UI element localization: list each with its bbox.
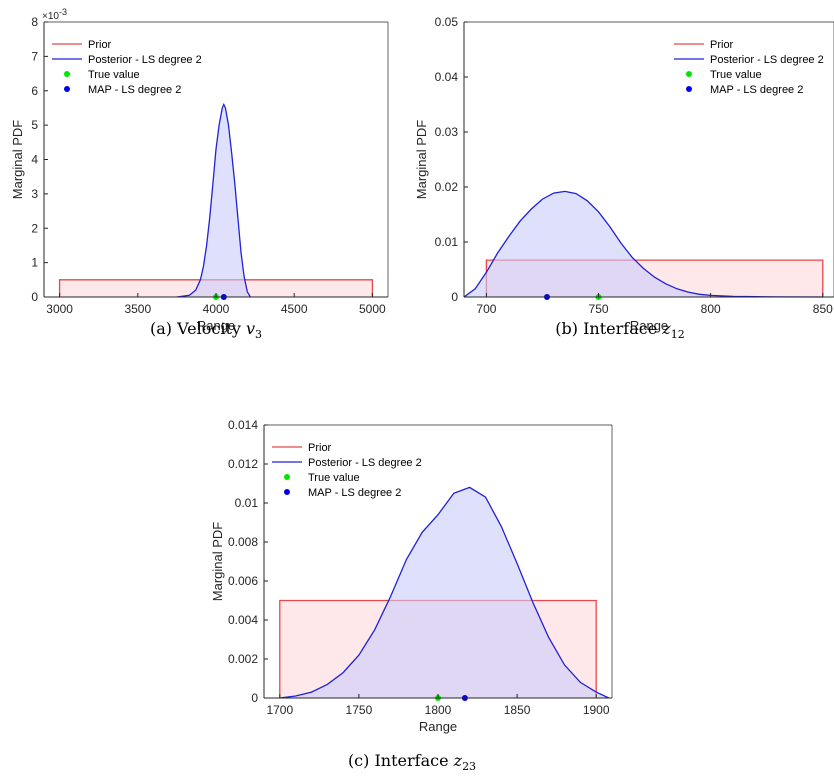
chart-panel-c: 1700 1750 1800 1850 1900 0 0.002 0.004 0.006 0.00… bbox=[210, 418, 613, 773]
x-tick-label-c: 1900 bbox=[583, 703, 610, 717]
x-tick-label-c: 1700 bbox=[266, 703, 293, 717]
legend-swatch-b-3 bbox=[686, 86, 692, 92]
legend-label-b-2: True value bbox=[710, 69, 762, 81]
legend-swatch-c-2 bbox=[284, 474, 290, 480]
y-tick-label-c: 0.012 bbox=[228, 457, 258, 471]
series-area-a-1 bbox=[176, 104, 251, 297]
y-tick-label-b: 0 bbox=[451, 290, 458, 304]
legend-swatch-a-2 bbox=[64, 71, 70, 77]
caption-b: (b) Interface z12 bbox=[555, 319, 684, 341]
y-tick-label-a: 4 bbox=[31, 153, 38, 167]
x-tick-label-a: 4000 bbox=[203, 302, 230, 316]
y-tick-label-b: 0.01 bbox=[435, 235, 459, 249]
series-line-a-1 bbox=[176, 102, 251, 298]
x-axis-label-c: Range bbox=[419, 719, 457, 734]
y-exponent-label-a: ×10-3 bbox=[42, 7, 67, 22]
legend-label-c-3: MAP - LS degree 2 bbox=[308, 487, 401, 499]
y-axis-label-b: Marginal PDF bbox=[414, 120, 429, 200]
legend-label-a-3: MAP - LS degree 2 bbox=[88, 84, 181, 96]
chart-panel-a: 3000 3500 4000 4500 5000 0 1 2 3 4 5 6 7 8 ×10-3 Range M… bbox=[10, 7, 389, 341]
y-axis-label-c: Marginal PDF bbox=[210, 522, 225, 602]
legend-label-a-2: True value bbox=[88, 69, 140, 81]
x-axis-label-a: Range bbox=[197, 318, 235, 333]
y-tick-label-c: 0.002 bbox=[228, 652, 258, 666]
y-tick-label-a: 1 bbox=[31, 256, 38, 270]
series-area-b-1 bbox=[464, 191, 823, 297]
y-tick-label-c: 0.014 bbox=[228, 418, 258, 432]
x-tick-label-a: 3000 bbox=[46, 302, 73, 316]
y-tick-label-a: 5 bbox=[31, 118, 38, 132]
y-tick-label-c: 0.006 bbox=[228, 574, 258, 588]
x-axis-label-b: Range bbox=[630, 318, 668, 333]
legend-label-c-2: True value bbox=[308, 472, 360, 484]
x-tick-label-b: 850 bbox=[813, 302, 833, 316]
y-tick-label-b: 0.04 bbox=[435, 70, 459, 84]
x-tick-label-c: 1800 bbox=[425, 703, 452, 717]
x-tick-label-c: 1750 bbox=[346, 703, 373, 717]
y-tick-label-c: 0 bbox=[251, 691, 258, 705]
legend-label-b-3: MAP - LS degree 2 bbox=[710, 84, 803, 96]
caption-a: (a) Velocity v3 bbox=[150, 319, 262, 341]
y-tick-label-a: 2 bbox=[31, 221, 38, 235]
x-tick-label-b: 750 bbox=[589, 302, 609, 316]
chart-panel-b: 700 750 800 850 0 0.01 0.02 0.03 0.04 0.05 Range Ma… bbox=[414, 15, 834, 341]
legend-label-b-0: Prior bbox=[710, 39, 734, 51]
y-tick-label-c: 0.01 bbox=[235, 496, 259, 510]
series-area-c-1 bbox=[279, 487, 609, 698]
legend-label-a-1: Posterior - LS degree 2 bbox=[88, 54, 202, 66]
legend-swatch-a-3 bbox=[64, 86, 70, 92]
y-tick-label-a: 7 bbox=[31, 49, 38, 63]
legend-label-c-0: Prior bbox=[308, 442, 332, 454]
legend-label-a-0: Prior bbox=[88, 39, 112, 51]
legend-swatch-b-2 bbox=[686, 71, 692, 77]
series-line-c-1 bbox=[279, 486, 610, 699]
caption-c: (c) Interface z23 bbox=[348, 751, 476, 773]
legend-swatch-c-3 bbox=[284, 489, 290, 495]
y-tick-label-a: 0 bbox=[31, 290, 38, 304]
x-tick-label-a: 5000 bbox=[359, 302, 386, 316]
legend-label-b-1: Posterior - LS degree 2 bbox=[710, 54, 824, 66]
series-line-b-1 bbox=[463, 190, 823, 298]
x-tick-label-b: 800 bbox=[701, 302, 721, 316]
y-tick-label-c: 0.008 bbox=[228, 535, 258, 549]
y-axis-label-a: Marginal PDF bbox=[10, 120, 25, 200]
x-tick-label-a: 3500 bbox=[124, 302, 151, 316]
y-tick-label-a: 8 bbox=[31, 15, 38, 29]
x-tick-label-a: 4500 bbox=[281, 302, 308, 316]
y-tick-label-a: 6 bbox=[31, 84, 38, 98]
legend-label-c-1: Posterior - LS degree 2 bbox=[308, 457, 422, 469]
y-tick-label-a: 3 bbox=[31, 187, 38, 201]
y-tick-label-b: 0.05 bbox=[435, 15, 459, 29]
y-tick-label-c: 0.004 bbox=[228, 613, 258, 627]
y-tick-label-b: 0.03 bbox=[435, 125, 459, 139]
y-tick-label-b: 0.02 bbox=[435, 180, 459, 194]
x-tick-label-c: 1850 bbox=[504, 703, 531, 717]
x-tick-label-b: 700 bbox=[476, 302, 496, 316]
